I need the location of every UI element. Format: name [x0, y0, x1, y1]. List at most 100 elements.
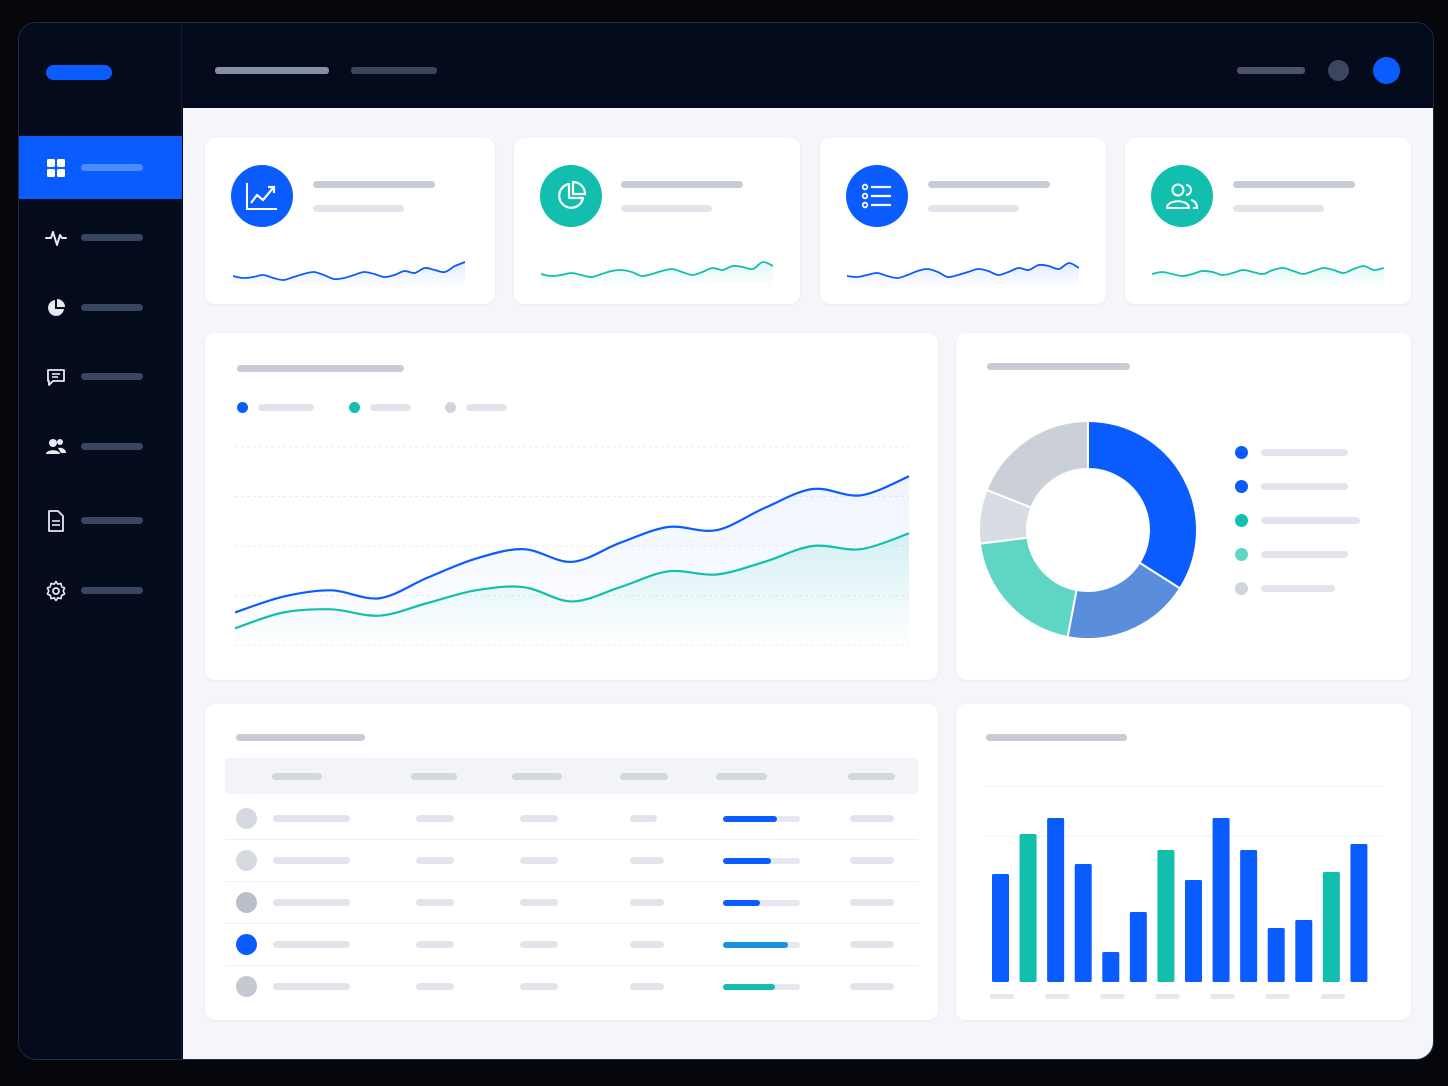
avatar [236, 934, 257, 955]
table-header [225, 758, 918, 794]
legend-dot[interactable] [1235, 582, 1248, 595]
line-chart[interactable] [235, 441, 915, 651]
column-header[interactable] [512, 773, 562, 780]
legend-dot[interactable] [1235, 480, 1248, 493]
column-header[interactable] [848, 773, 895, 780]
table-cell [273, 899, 350, 906]
sidebar-item-settings[interactable] [19, 559, 182, 622]
sidebar-item-messages[interactable] [19, 345, 182, 408]
legend-dot-series-1[interactable] [237, 402, 248, 413]
column-header[interactable] [272, 773, 322, 780]
sparkline-line [233, 261, 465, 281]
pie-chart-icon [45, 297, 67, 319]
bar-chart-card [956, 704, 1411, 1020]
pie-chart-icon [540, 165, 602, 227]
line-chart-icon [231, 165, 293, 227]
kpi-value [313, 205, 404, 212]
kpi-title [313, 181, 435, 188]
table-cell [416, 941, 454, 948]
bar-chart[interactable] [984, 774, 1386, 999]
kpi-title [621, 181, 743, 188]
series-line-1 [235, 475, 910, 614]
sidebar-item-dashboard[interactable] [19, 136, 182, 199]
legend-label [1261, 551, 1348, 558]
legend-dot-series-3[interactable] [445, 402, 456, 413]
kpi-card-1[interactable] [205, 138, 495, 304]
bar [1019, 834, 1037, 982]
bar [1295, 920, 1313, 982]
row-divider [225, 839, 918, 840]
legend-dot[interactable] [1235, 446, 1248, 459]
table-cell [520, 857, 558, 864]
kpi-title [928, 181, 1050, 188]
bar [1129, 912, 1147, 982]
progress-fill [723, 984, 776, 990]
progress-fill [723, 858, 771, 864]
row-divider [225, 965, 918, 966]
users-icon [1151, 165, 1213, 227]
breadcrumb[interactable] [351, 67, 437, 74]
legend-dot-series-2[interactable] [349, 402, 360, 413]
sidebar-item-users[interactable] [19, 415, 182, 478]
sidebar-item-activity[interactable] [19, 206, 182, 269]
card-title [236, 734, 365, 741]
donut-slice [985, 419, 1089, 509]
avatar[interactable] [1373, 57, 1400, 84]
gear-icon [45, 580, 67, 602]
x-tick-label [1100, 994, 1125, 999]
bar [1185, 880, 1202, 982]
table-cell [273, 941, 350, 948]
line-chart-card [205, 333, 938, 680]
table-cell [520, 983, 558, 990]
bar [1047, 818, 1065, 982]
legend-dot[interactable] [1235, 548, 1248, 561]
legend-label [466, 404, 507, 411]
x-tick-label [1210, 994, 1235, 999]
progress-fill [723, 900, 760, 906]
kpi-card-4[interactable] [1125, 138, 1411, 304]
table-cell [416, 815, 454, 822]
progress-bar [723, 858, 800, 864]
card-title [986, 734, 1127, 741]
progress-bar [723, 816, 800, 822]
user-name[interactable] [1237, 67, 1305, 74]
table-cell [850, 983, 894, 990]
top-bar [183, 23, 1433, 108]
sidebar-item-label [81, 164, 143, 171]
sidebar-item-reports[interactable] [19, 276, 182, 339]
avatar [236, 850, 257, 871]
legend-dot[interactable] [1235, 514, 1248, 527]
users-icon [45, 436, 67, 458]
sidebar-item-label [81, 373, 143, 380]
grid-icon [45, 157, 67, 179]
kpi-sparkline [1152, 265, 1384, 288]
progress-bar [723, 942, 800, 948]
sparkline-line [847, 262, 1079, 279]
x-tick-label [1265, 994, 1290, 999]
kpi-card-2[interactable] [514, 138, 800, 304]
column-header[interactable] [411, 773, 457, 780]
table-cell [520, 815, 558, 822]
x-tick-label [1045, 994, 1070, 999]
legend-label [1261, 585, 1335, 592]
column-header[interactable] [716, 773, 767, 780]
notification-icon[interactable] [1328, 60, 1349, 81]
sidebar-item-documents[interactable] [19, 489, 182, 552]
sparkline-area [1152, 265, 1384, 288]
table-cell [273, 857, 350, 864]
progress-fill [723, 816, 777, 822]
document-icon [45, 509, 67, 532]
table-cell [630, 941, 664, 948]
donut-slice [978, 536, 1078, 639]
x-tick-label [990, 994, 1014, 999]
legend-label [258, 404, 314, 411]
column-header[interactable] [620, 773, 668, 780]
kpi-sparkline [541, 261, 773, 288]
bar [1212, 818, 1230, 982]
table-cell [416, 857, 454, 864]
main-content [183, 108, 1433, 1059]
kpi-card-3[interactable] [820, 138, 1106, 304]
bar [1074, 864, 1092, 982]
donut-chart[interactable] [976, 418, 1200, 642]
progress-bar [723, 900, 800, 906]
